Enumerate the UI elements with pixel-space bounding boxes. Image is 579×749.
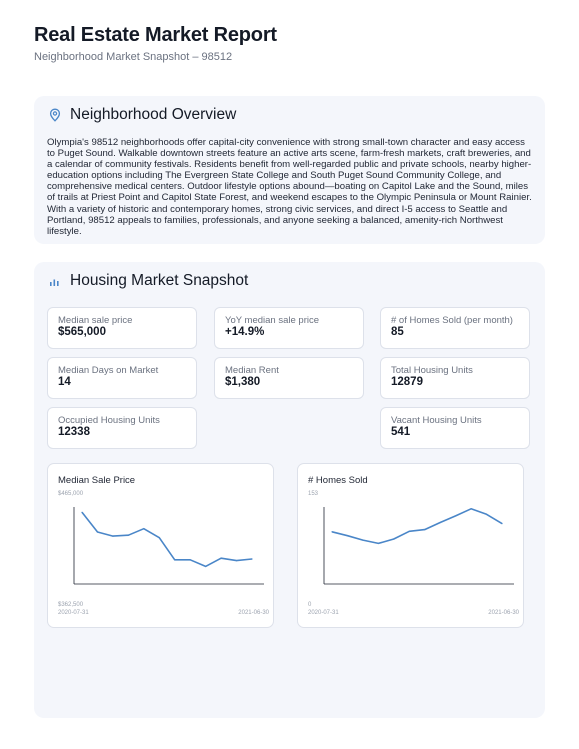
data-point-5 xyxy=(158,537,160,539)
metric-median-sale-price: Median sale price $565,000 xyxy=(47,307,197,349)
metric-label: Occupied Housing Units xyxy=(58,415,160,426)
data-point-3 xyxy=(127,534,129,536)
y-max-label: 153 xyxy=(308,491,319,497)
data-point-2 xyxy=(362,539,364,541)
metric-value: $565,000 xyxy=(58,326,106,338)
homes-sold-chart: # Homes Sold 153 0 2020-07-31 2021-06-30 xyxy=(297,463,524,628)
data-point-0 xyxy=(81,511,83,513)
y-min-label: $362,500 xyxy=(58,602,84,608)
metric-value: $1,380 xyxy=(225,376,261,388)
metric-label: Total Housing Units xyxy=(391,365,473,376)
data-point-10 xyxy=(485,513,488,515)
chart-title: Median Sale Price xyxy=(58,475,136,486)
metric-label: Vacant Housing Units xyxy=(391,415,482,426)
metric-median-days-on-market: Median Days on Market 14 xyxy=(47,357,197,399)
metric-value: +14.9% xyxy=(225,326,265,338)
data-point-4 xyxy=(143,528,145,530)
y-max-label: $465,000 xyxy=(58,491,84,497)
data-point-1 xyxy=(346,535,349,537)
data-point-6 xyxy=(424,529,426,531)
report-subtitle: Neighborhood Market Snapshot – 98512 xyxy=(34,51,233,63)
metric-label: YoY median sale price xyxy=(225,315,320,326)
snapshot-heading-label: Housing Market Snapshot xyxy=(70,272,249,289)
metric-label: Median sale price xyxy=(58,315,133,326)
median-sale-price-plot: $465,000 $362,500 2020-07-31 2021-06-30 xyxy=(58,491,270,616)
data-point-7 xyxy=(189,559,191,561)
homes-sold-plot: 153 0 2020-07-31 2021-06-30 xyxy=(308,491,520,616)
data-point-8 xyxy=(205,565,207,567)
metric-homes-sold: # of Homes Sold (per month) 85 xyxy=(380,307,530,349)
metric-value: 85 xyxy=(391,326,404,338)
bar-chart-icon xyxy=(48,274,62,288)
data-point-0 xyxy=(331,531,333,533)
metric-value: 14 xyxy=(58,376,71,388)
metric-yoy-median-sale-price: YoY median sale price +14.9% xyxy=(214,307,364,349)
data-point-11 xyxy=(251,558,253,560)
data-point-11 xyxy=(501,523,503,525)
y-min-label: 0 xyxy=(308,602,312,608)
metric-occupied-housing-units: Occupied Housing Units 12338 xyxy=(47,407,197,449)
snapshot-heading: Housing Market Snapshot xyxy=(48,272,248,290)
metric-value: 12338 xyxy=(58,426,90,438)
series-line xyxy=(81,511,253,568)
report-title: Real Estate Market Report xyxy=(34,24,277,46)
metric-total-housing-units: Total Housing Units 12879 xyxy=(380,357,530,399)
series-line xyxy=(331,507,503,545)
neighborhood-overview-card: Neighborhood Overview Olympia's 98512 ne… xyxy=(34,96,545,244)
data-point-9 xyxy=(220,557,222,559)
data-point-7 xyxy=(439,521,441,524)
metric-value: 541 xyxy=(391,426,411,438)
metric-label: Median Days on Market xyxy=(58,365,159,376)
x-start-label: 2020-07-31 xyxy=(58,610,89,616)
chart-title: # Homes Sold xyxy=(308,475,368,486)
x-start-label: 2020-07-31 xyxy=(308,610,339,616)
overview-paragraph: Olympia's 98512 neighborhoods offer capi… xyxy=(47,137,532,237)
overview-heading-label: Neighborhood Overview xyxy=(70,106,237,123)
data-point-2 xyxy=(112,535,114,537)
metric-value: 12879 xyxy=(391,376,423,388)
data-point-1 xyxy=(96,531,99,533)
x-end-label: 2021-06-30 xyxy=(238,610,269,616)
data-point-10 xyxy=(235,560,238,562)
metric-label: # of Homes Sold (per month) xyxy=(391,315,513,326)
x-end-label: 2021-06-30 xyxy=(488,610,519,616)
map-pin-icon xyxy=(48,108,62,122)
data-point-6 xyxy=(174,559,176,561)
data-point-3 xyxy=(377,542,379,544)
metric-vacant-housing-units: Vacant Housing Units 541 xyxy=(380,407,530,449)
metric-label: Median Rent xyxy=(225,365,279,376)
data-point-8 xyxy=(455,515,457,517)
data-point-9 xyxy=(470,508,472,510)
data-point-4 xyxy=(393,538,395,540)
data-point-5 xyxy=(408,530,410,532)
metric-median-rent: Median Rent $1,380 xyxy=(214,357,364,399)
overview-heading: Neighborhood Overview xyxy=(48,106,236,124)
housing-market-snapshot-card: Housing Market Snapshot Median sale pric… xyxy=(34,262,545,718)
median-sale-price-chart: Median Sale Price $465,000 $362,500 2020… xyxy=(47,463,274,628)
